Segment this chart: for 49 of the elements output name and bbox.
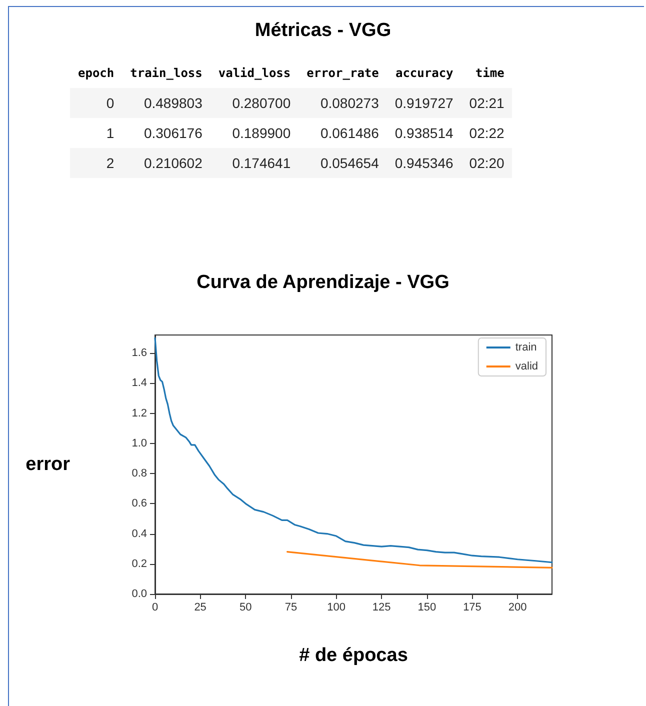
x-tick-label: 100 [327, 602, 346, 614]
text: 0.054654 [298, 148, 387, 178]
x-tick-label: 0 [152, 602, 158, 614]
y-tick-label: 0.8 [132, 468, 147, 480]
text: 2 [70, 148, 122, 178]
category-label: time [474, 65, 506, 82]
y-tick-label: 1.0 [132, 437, 147, 450]
x-tick-label: 125 [372, 602, 391, 614]
text: 02:22 [468, 124, 506, 143]
x-tick-label: 150 [418, 602, 436, 614]
y-axis-title: error [26, 454, 71, 475]
y-tick-label: 0.0 [132, 588, 147, 600]
legend-label: train [515, 342, 537, 354]
chart-title: Curva de Aprendizaje - VGG [196, 272, 450, 293]
text: 02:21 [461, 88, 512, 118]
text: 0.489803 [122, 88, 210, 118]
x-tick-label: 50 [240, 602, 252, 614]
text: 0.919727 [386, 88, 462, 118]
category-label: epoch [77, 65, 116, 82]
y-tick-label: 0.2 [132, 558, 147, 570]
y-tick-label: 0.4 [132, 528, 147, 540]
text: 0.210602 [122, 148, 210, 178]
text: 0.280700 [210, 88, 299, 118]
text: 0.938514 [394, 124, 454, 143]
text: 0.061486 [319, 124, 380, 143]
category-label: train_loss [129, 65, 204, 82]
y-tick-label: 1.4 [132, 377, 147, 390]
text: Métricas - VGG [254, 20, 392, 42]
text: 0.306176 [142, 124, 204, 143]
text: 0.189900 [231, 124, 292, 143]
category-label: valid_loss [217, 65, 292, 82]
x-axis-title: # de épocas [299, 645, 408, 666]
text: 02:20 [461, 148, 512, 178]
text: 0 [70, 88, 122, 118]
category-label: accuracy [394, 65, 454, 82]
text: 1 [105, 124, 116, 143]
x-tick-label: 175 [463, 602, 482, 614]
line-series [154, 337, 553, 564]
text: 0.080273 [298, 88, 387, 118]
y-tick-label: 1.2 [132, 407, 147, 420]
legend-label: valid [515, 360, 538, 372]
text: 0.945346 [386, 148, 462, 178]
y-tick-label: 0.6 [132, 498, 147, 510]
x-tick-label: 200 [508, 602, 527, 614]
text: 0.174641 [210, 148, 299, 178]
y-tick-label: 1.6 [132, 347, 147, 360]
category-label: error_rate [306, 65, 380, 82]
x-tick-label: 25 [194, 602, 206, 614]
x-tick-label: 75 [284, 602, 298, 614]
